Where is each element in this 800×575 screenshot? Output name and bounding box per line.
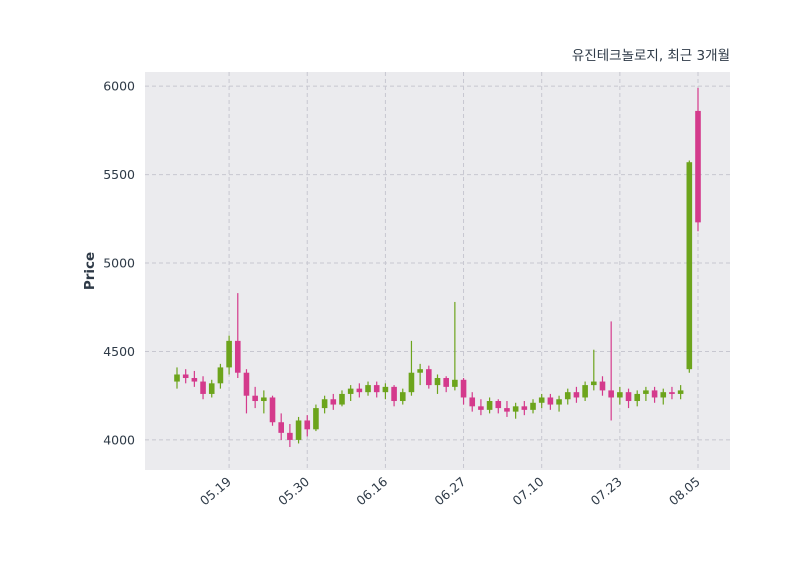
candle-body <box>234 340 241 373</box>
x-tick-label: 06.27 <box>431 474 468 509</box>
candle-body <box>460 379 467 398</box>
candle-body <box>408 372 415 393</box>
candle-body <box>243 372 250 396</box>
candle-body <box>217 367 224 384</box>
y-tick-label: 6000 <box>103 79 135 94</box>
candle-body <box>564 392 571 400</box>
candle-body <box>200 381 206 394</box>
candle-body <box>191 378 198 382</box>
candle-body <box>330 399 337 405</box>
candle-body <box>391 386 397 402</box>
candle-body <box>651 390 658 398</box>
candle-body <box>287 432 293 440</box>
candle-body <box>347 388 354 394</box>
candle-body <box>182 374 189 379</box>
candle-body <box>365 385 371 393</box>
candle-body <box>278 422 284 433</box>
candle-body <box>339 393 345 405</box>
candle-body <box>634 393 641 402</box>
candle-body <box>643 390 649 394</box>
candle-body <box>417 369 423 373</box>
candle-body <box>443 378 449 387</box>
x-tick-label: 08.05 <box>666 474 703 509</box>
candle-body <box>538 397 545 403</box>
candle-body <box>399 392 406 402</box>
candle-body <box>573 392 580 398</box>
candle-body <box>469 397 476 407</box>
candle-body <box>599 381 606 391</box>
plot-area <box>145 72 730 470</box>
candle-body <box>660 392 667 398</box>
candle-body <box>434 378 441 386</box>
candle-body <box>521 406 528 410</box>
candle-body <box>304 420 311 430</box>
y-tick-label: 5000 <box>103 256 135 271</box>
candle-body <box>226 340 232 368</box>
candle-body <box>356 388 363 393</box>
candle-body <box>269 397 276 423</box>
x-tick-label: 07.10 <box>510 474 547 509</box>
candle-body <box>625 392 632 402</box>
candle-body <box>686 162 693 370</box>
chart-title: 유진테크놀로지, 최근 3개월 <box>571 48 730 64</box>
candle-body <box>486 401 493 410</box>
x-tick-label: 06.16 <box>353 474 390 509</box>
y-tick-label: 4500 <box>103 344 135 359</box>
y-tick-label: 4000 <box>103 432 135 447</box>
x-tick-label: 05.19 <box>197 474 234 509</box>
candle-body <box>495 401 502 409</box>
candle-body <box>556 399 562 405</box>
candle-body <box>295 420 302 440</box>
candle-body <box>321 399 328 409</box>
candle-body <box>174 374 180 382</box>
candle-body <box>695 110 701 223</box>
candle-body <box>373 385 380 393</box>
candle-body <box>547 397 554 405</box>
y-tick-label: 5500 <box>103 167 135 182</box>
x-tick-label: 07.23 <box>588 474 625 509</box>
candle-body <box>617 392 623 398</box>
candle-body <box>252 395 258 402</box>
candle-body <box>530 402 536 410</box>
candle-body <box>452 379 458 387</box>
candle-body <box>582 385 588 398</box>
candle-body <box>426 369 432 386</box>
candle-body <box>261 397 267 402</box>
candle-body <box>382 386 389 393</box>
candle-body <box>208 383 215 394</box>
candle-body <box>591 381 597 386</box>
candle-body <box>669 392 675 394</box>
candle-body <box>313 408 319 430</box>
candle-body <box>512 406 519 412</box>
candle-body <box>504 408 510 412</box>
x-tick-label: 05.30 <box>275 474 312 509</box>
candle-body <box>677 390 684 394</box>
candle-body <box>478 406 484 410</box>
candle-body <box>608 390 614 398</box>
y-axis-label: Price <box>82 251 98 291</box>
